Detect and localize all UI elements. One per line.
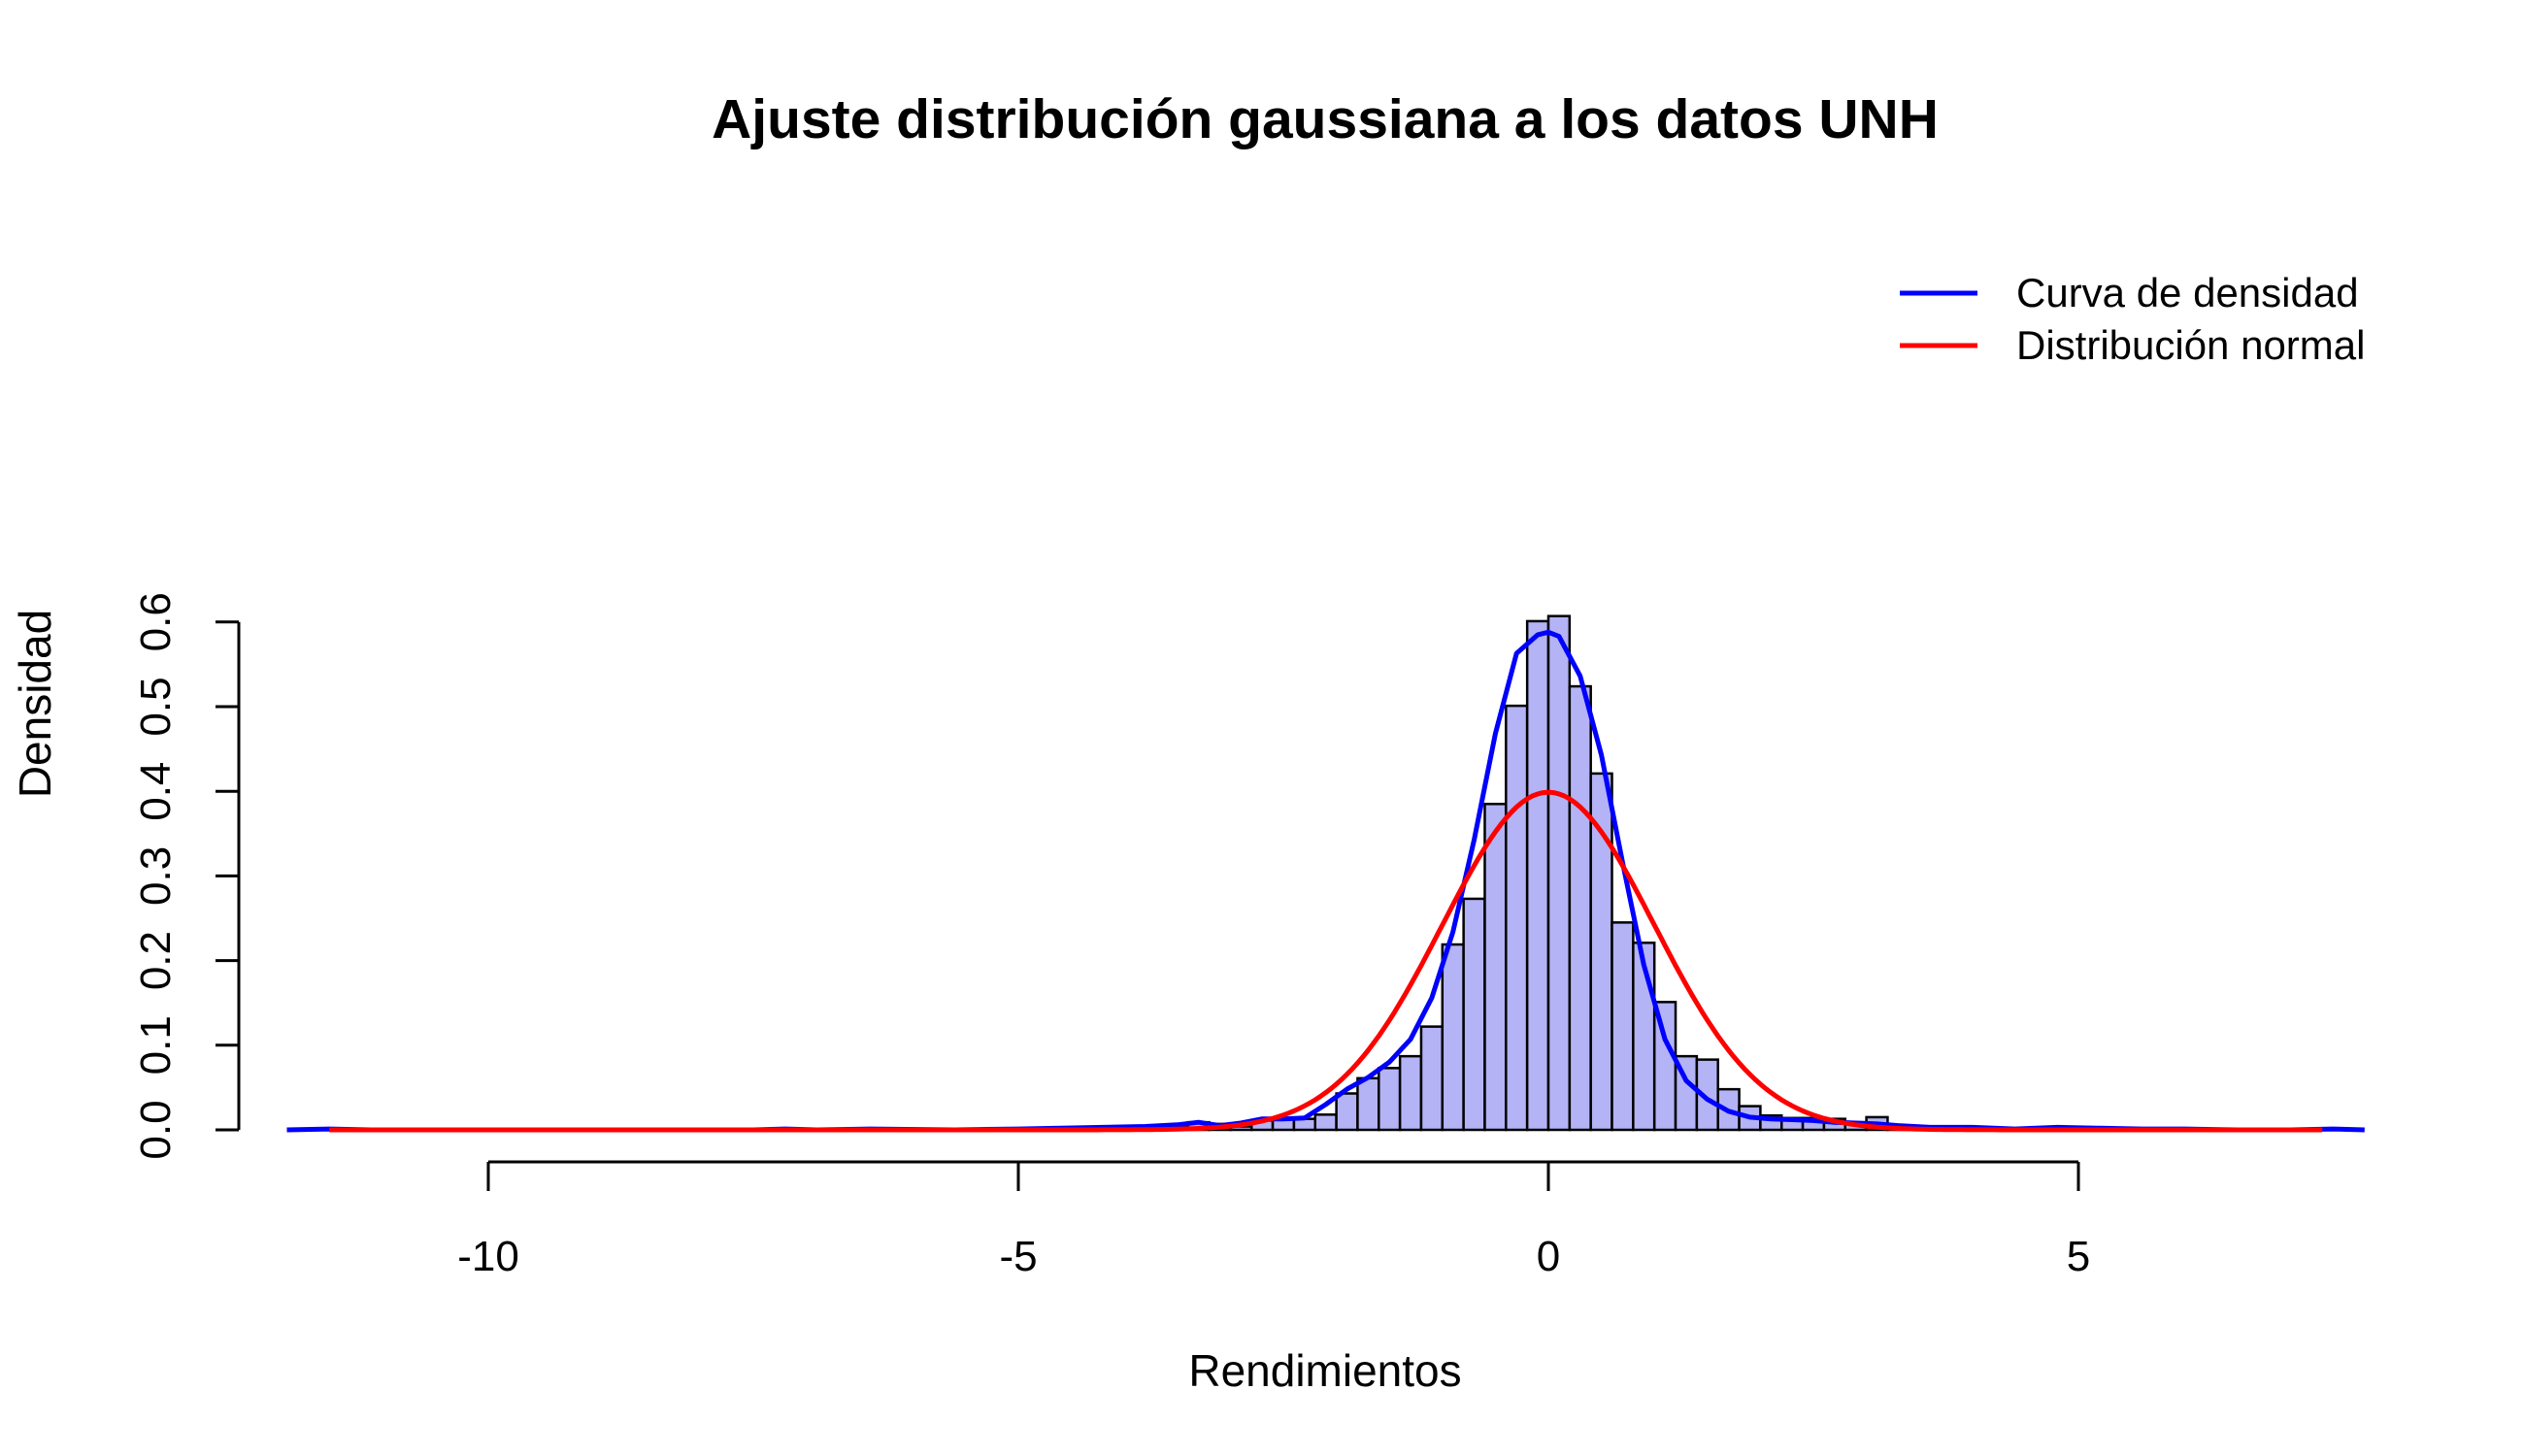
legend-label-density: Curva de densidad xyxy=(2016,270,2359,315)
x-axis: -10 -5 0 5 xyxy=(457,1160,2090,1280)
y-tick-label: 0.4 xyxy=(132,762,180,821)
curves xyxy=(286,629,2365,1133)
y-tick-label: 0.2 xyxy=(132,931,180,990)
y-tick-label: 0.3 xyxy=(132,846,180,906)
y-axis-label: Densidad xyxy=(10,610,60,798)
histogram-bar-28 xyxy=(1568,684,1592,1132)
histogram-bar-24 xyxy=(1483,803,1508,1132)
histogram-bar-27 xyxy=(1546,614,1572,1132)
x-tick-label: 5 xyxy=(2067,1233,2090,1280)
histogram-bar-16 xyxy=(1313,1113,1338,1132)
histogram-bar-17 xyxy=(1335,1092,1359,1132)
histogram-bar-19 xyxy=(1378,1067,1402,1132)
x-tick-label: 0 xyxy=(1537,1233,1560,1280)
histogram-bar-26 xyxy=(1525,619,1550,1132)
histogram-bar-21 xyxy=(1419,1025,1445,1132)
x-axis-label: Rendimientos xyxy=(1188,1345,1461,1396)
legend-label-normal: Distribución normal xyxy=(2016,322,2365,368)
density-curve xyxy=(286,629,2365,1133)
histogram-bar-29 xyxy=(1589,772,1613,1132)
y-axis: 0.0 0.1 0.2 0.3 0.4 0.5 0.6 xyxy=(132,592,241,1160)
normal-curve xyxy=(329,789,2323,1133)
histogram-bar-25 xyxy=(1505,704,1529,1132)
chart-title: Ajuste distribución gaussiana a los dato… xyxy=(712,88,1939,150)
histogram-bar-23 xyxy=(1462,897,1486,1132)
histogram-bar-22 xyxy=(1441,943,1465,1132)
y-tick-label: 0.5 xyxy=(132,677,180,736)
histogram-bar-18 xyxy=(1356,1076,1380,1132)
histogram-bar-20 xyxy=(1398,1054,1423,1132)
y-tick-label: 0.0 xyxy=(132,1100,180,1159)
x-tick-label: -10 xyxy=(457,1233,519,1280)
y-tick-label: 0.1 xyxy=(132,1015,180,1075)
legend: Curva de densidad Distribución normal xyxy=(1900,270,2365,368)
y-tick-label: 0.6 xyxy=(132,592,180,651)
histogram-bar-30 xyxy=(1611,921,1635,1132)
histogram-bars xyxy=(338,614,2059,1132)
x-tick-label: -5 xyxy=(999,1233,1037,1280)
